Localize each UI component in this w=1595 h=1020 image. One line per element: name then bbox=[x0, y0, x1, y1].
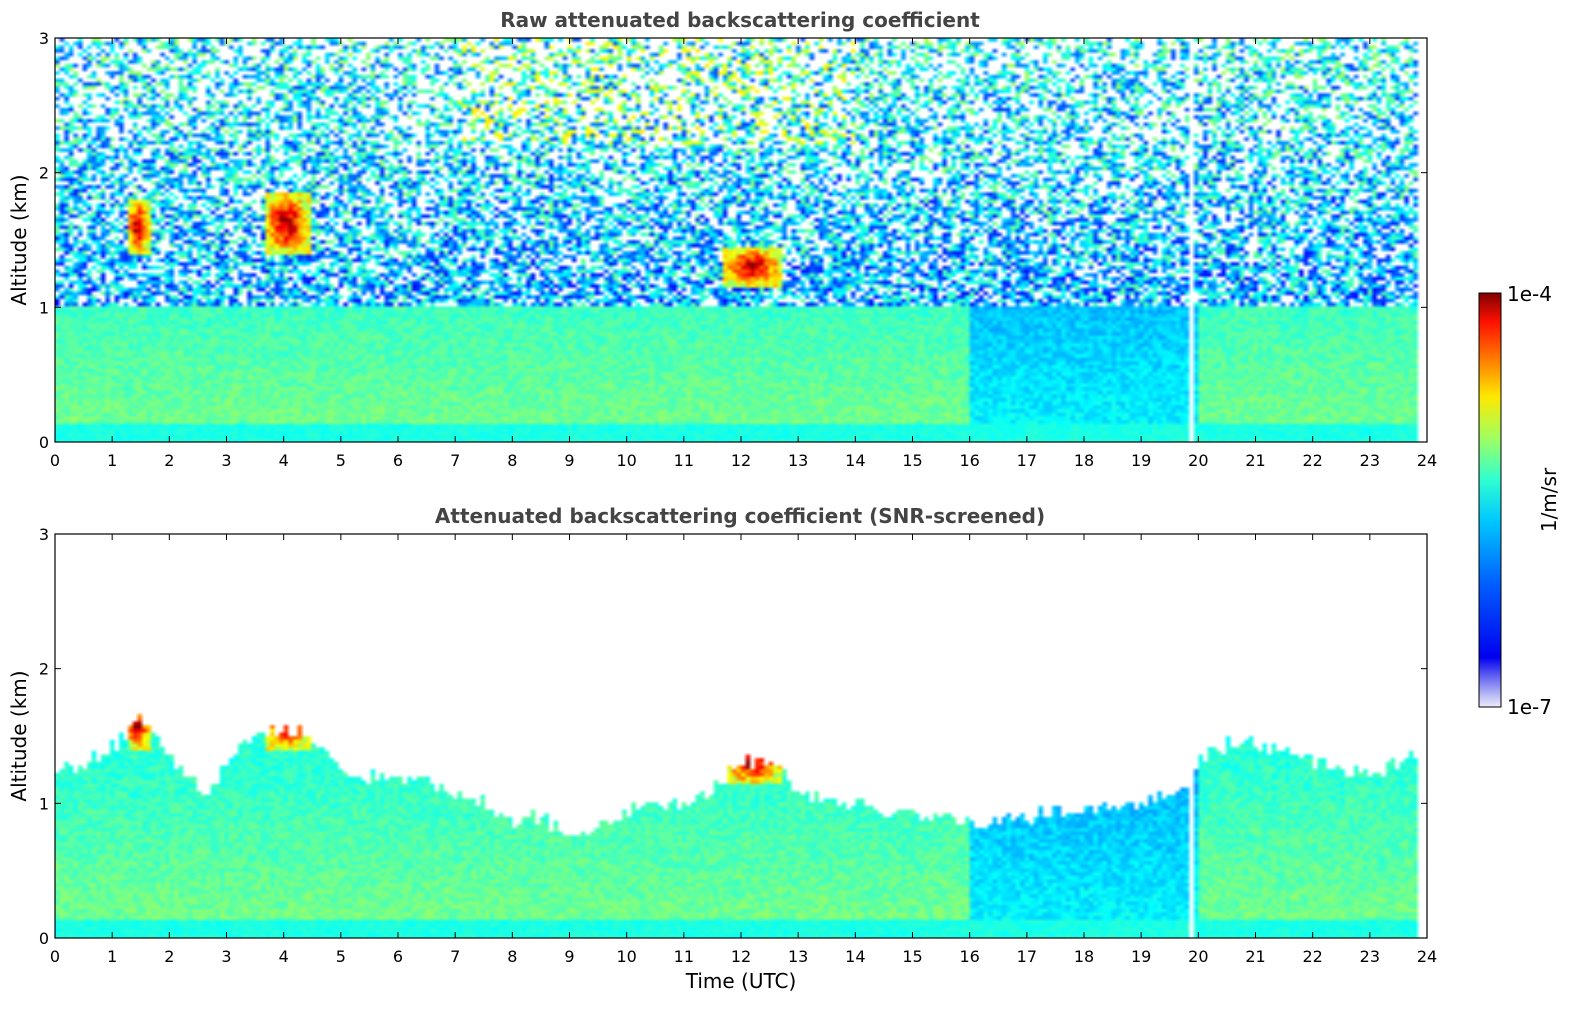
heatmap-image bbox=[55, 534, 1427, 938]
y-tick-label: 0 bbox=[39, 433, 49, 452]
x-tick-label: 24 bbox=[1417, 451, 1437, 470]
colorbar-bottom-label: 1e-7 bbox=[1507, 695, 1552, 719]
x-tick-label: 23 bbox=[1360, 947, 1380, 966]
colorbar: 1e-4 1e-7 1/m/sr bbox=[1478, 282, 1561, 719]
y-tick-label: 1 bbox=[39, 794, 49, 813]
x-tick-label: 15 bbox=[902, 947, 922, 966]
x-tick-label: 4 bbox=[279, 451, 289, 470]
x-tick-label: 18 bbox=[1074, 451, 1094, 470]
colorbar-gradient bbox=[1478, 292, 1502, 708]
x-tick-label: 17 bbox=[1017, 947, 1037, 966]
x-tick-label: 6 bbox=[393, 947, 403, 966]
heatmap-screened bbox=[55, 534, 1427, 938]
y-axis-label: Altitude (km) bbox=[7, 670, 31, 801]
chart-title: Attenuated backscattering coefficient (S… bbox=[435, 504, 1045, 528]
x-tick-label: 12 bbox=[731, 947, 751, 966]
y-tick-label: 3 bbox=[39, 29, 49, 48]
y-axis-ticks: 0 1 2 3 bbox=[39, 29, 1427, 452]
chart-title: Raw attenuated backscattering coefficien… bbox=[500, 8, 980, 32]
x-tick-label: 2 bbox=[164, 947, 174, 966]
y-tick-label: 2 bbox=[39, 164, 49, 183]
x-tick-label: 1 bbox=[107, 451, 117, 470]
x-tick-label: 1 bbox=[107, 947, 117, 966]
x-tick-label: 12 bbox=[731, 451, 751, 470]
raw-backscatter-panel: Raw attenuated backscattering coefficien… bbox=[7, 8, 1437, 470]
x-tick-label: 5 bbox=[336, 451, 346, 470]
x-tick-label: 3 bbox=[221, 947, 231, 966]
x-axis-ticks: 0 1 2 3 4 5 6 7 8 9 10 11 12 13 14 15 16 17 18 19 20 21 22 23 24 bbox=[50, 534, 1437, 966]
x-tick-label: 10 bbox=[616, 451, 636, 470]
x-tick-label: 11 bbox=[674, 947, 694, 966]
x-tick-label: 13 bbox=[788, 947, 808, 966]
screened-backscatter-panel: Attenuated backscattering coefficient (S… bbox=[7, 504, 1437, 993]
y-axis-ticks: 0 1 2 3 bbox=[39, 525, 1427, 948]
x-tick-label: 6 bbox=[393, 451, 403, 470]
x-tick-label: 0 bbox=[50, 451, 60, 470]
x-tick-label: 18 bbox=[1074, 947, 1094, 966]
x-tick-label: 5 bbox=[336, 947, 346, 966]
x-tick-label: 0 bbox=[50, 947, 60, 966]
heatmap-raw bbox=[55, 38, 1427, 442]
x-tick-label: 10 bbox=[616, 947, 636, 966]
x-tick-label: 9 bbox=[564, 947, 574, 966]
x-tick-label: 8 bbox=[507, 947, 517, 966]
x-tick-label: 13 bbox=[788, 451, 808, 470]
x-tick-label: 11 bbox=[674, 451, 694, 470]
x-axis-label: Time (UTC) bbox=[685, 969, 797, 993]
x-tick-label: 23 bbox=[1360, 451, 1380, 470]
y-tick-label: 1 bbox=[39, 298, 49, 317]
x-tick-label: 16 bbox=[959, 947, 979, 966]
x-tick-label: 2 bbox=[164, 451, 174, 470]
y-tick-label: 2 bbox=[39, 660, 49, 679]
x-tick-label: 14 bbox=[845, 947, 865, 966]
x-tick-label: 16 bbox=[959, 451, 979, 470]
x-tick-label: 8 bbox=[507, 451, 517, 470]
heatmap-image bbox=[55, 38, 1427, 442]
x-tick-label: 4 bbox=[279, 947, 289, 966]
y-tick-label: 3 bbox=[39, 525, 49, 544]
x-tick-label: 21 bbox=[1245, 451, 1265, 470]
x-tick-label: 7 bbox=[450, 947, 460, 966]
colorbar-unit-label: 1/m/sr bbox=[1537, 467, 1561, 532]
x-tick-label: 20 bbox=[1188, 451, 1208, 470]
x-tick-label: 3 bbox=[221, 451, 231, 470]
x-tick-label: 21 bbox=[1245, 947, 1265, 966]
x-tick-label: 19 bbox=[1131, 451, 1151, 470]
colorbar-top-label: 1e-4 bbox=[1507, 282, 1552, 306]
y-tick-label: 0 bbox=[39, 929, 49, 948]
x-tick-label: 15 bbox=[902, 451, 922, 470]
x-axis-ticks: 0 1 2 3 4 5 6 7 8 9 10 11 12 13 14 15 16 17 18 19 20 21 22 23 24 bbox=[50, 38, 1437, 470]
x-tick-label: 22 bbox=[1302, 451, 1322, 470]
x-tick-label: 19 bbox=[1131, 947, 1151, 966]
x-tick-label: 24 bbox=[1417, 947, 1437, 966]
x-tick-label: 9 bbox=[564, 451, 574, 470]
x-tick-label: 20 bbox=[1188, 947, 1208, 966]
y-axis-label: Altitude (km) bbox=[7, 174, 31, 305]
x-tick-label: 22 bbox=[1302, 947, 1322, 966]
x-tick-label: 17 bbox=[1017, 451, 1037, 470]
x-tick-label: 7 bbox=[450, 451, 460, 470]
x-tick-label: 14 bbox=[845, 451, 865, 470]
